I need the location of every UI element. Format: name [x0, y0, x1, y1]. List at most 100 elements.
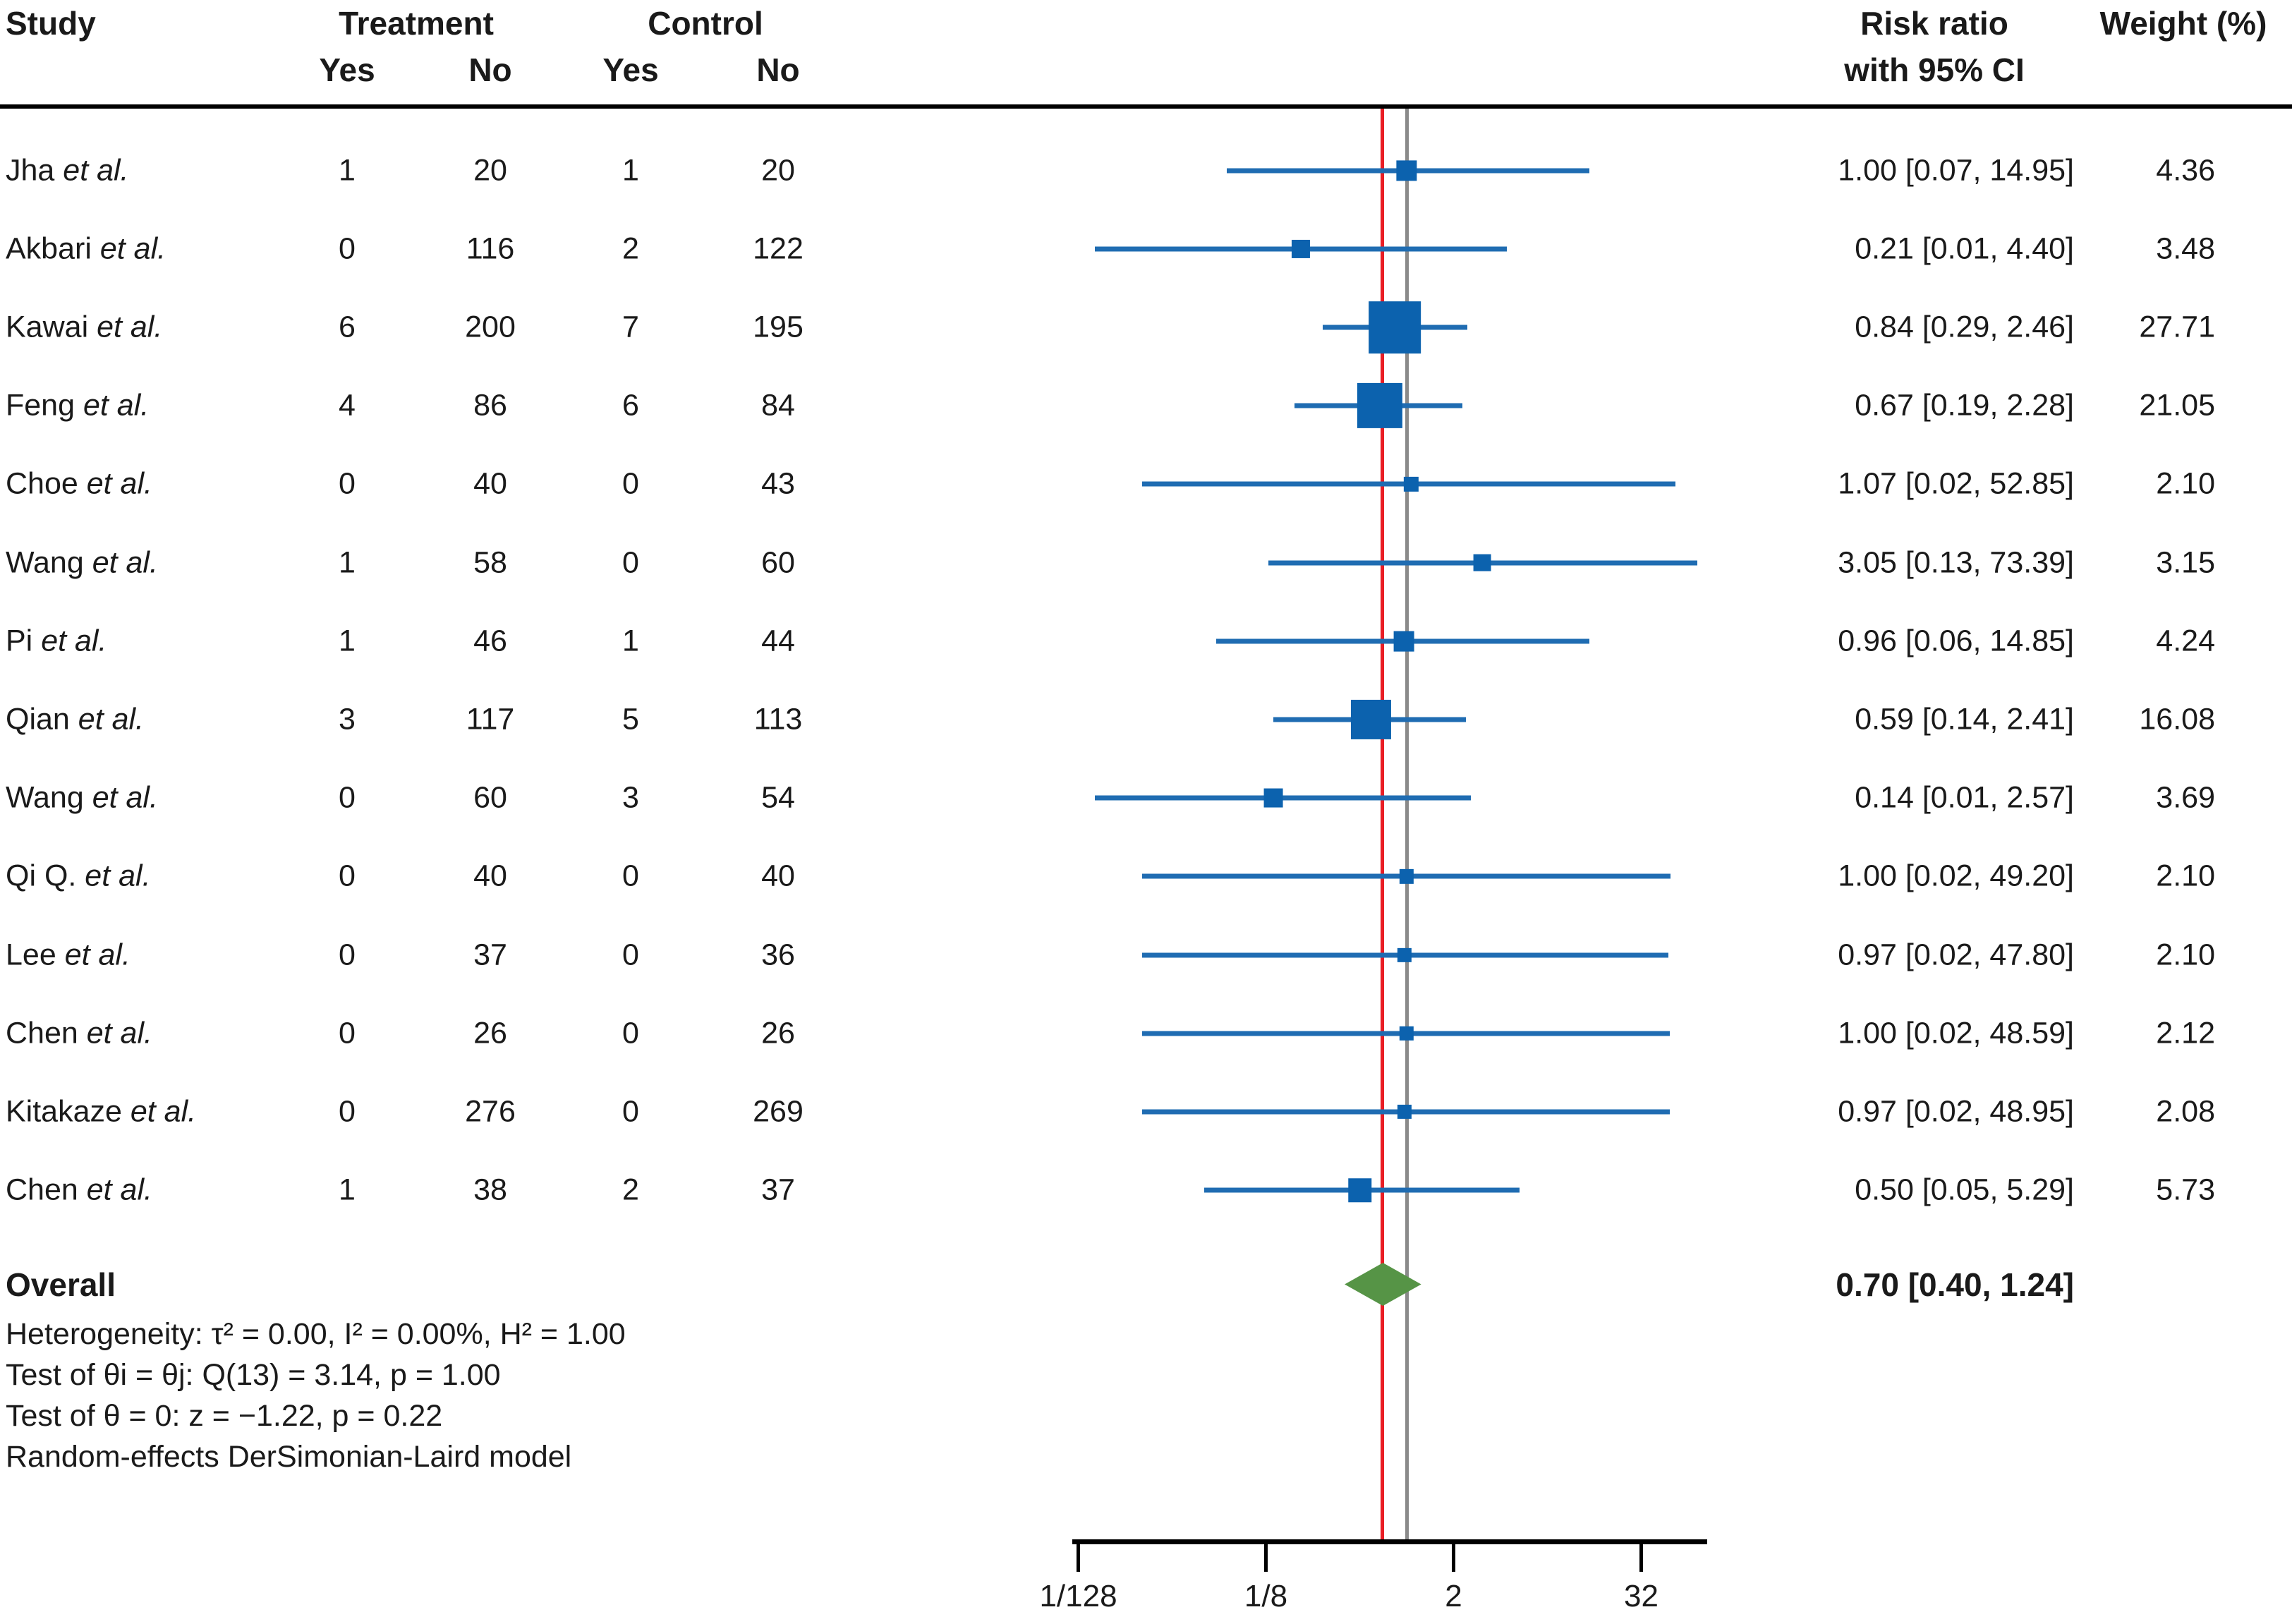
header-risk-ratio-line1: Risk ratio — [1860, 5, 2008, 42]
study-name-suffix: et al. — [63, 153, 129, 188]
overall-estimate-line — [1381, 109, 1385, 1539]
point-estimate-square — [1399, 869, 1414, 884]
overall-risk-ratio: 0.70 [0.40, 1.24] — [1836, 1266, 2074, 1303]
control-yes-value: 0 — [622, 1094, 639, 1129]
header-treatment-yes: Yes — [319, 51, 375, 88]
point-estimate-square — [1347, 1178, 1372, 1202]
control-yes-value: 3 — [622, 780, 639, 815]
header-treatment: Treatment — [339, 5, 494, 42]
study-name: Akbari et al. — [6, 231, 166, 266]
treatment-yes-value: 0 — [339, 938, 356, 972]
x-axis-tick — [1639, 1542, 1643, 1572]
risk-ratio-value: 1.07 [0.02, 52.85] — [1838, 466, 2074, 501]
x-axis-tick-label: 2 — [1445, 1579, 1462, 1613]
treatment-no-value: 38 — [473, 1172, 507, 1207]
treatment-no-value: 86 — [473, 388, 507, 423]
study-row: Jha et al. 1 20 1 20 1.00 [0.07, 14.95] 4.36 — [0, 131, 2292, 210]
study-name-suffix: et al. — [92, 780, 158, 815]
study-row: Akbari et al. 0 116 2 122 0.21 [0.01, 4.40] 3.… — [0, 210, 2292, 288]
treatment-yes-value: 0 — [339, 231, 356, 266]
risk-ratio-value: 0.84 [0.29, 2.46] — [1855, 310, 2074, 344]
point-estimate-square — [1351, 699, 1391, 740]
header-rule — [0, 104, 2292, 109]
study-row: Qian et al. 3 117 5 113 0.59 [0.14, 2.41] 16.0… — [0, 680, 2292, 758]
risk-ratio-value: 0.59 [0.14, 2.41] — [1855, 702, 2074, 737]
treatment-no-value: 58 — [473, 545, 507, 580]
control-no-value: 20 — [761, 153, 795, 188]
point-estimate-square — [1473, 554, 1491, 572]
treatment-yes-value: 3 — [339, 702, 356, 737]
header-weight: Weight (%) — [2099, 5, 2267, 42]
control-no-value: 40 — [761, 859, 795, 893]
weight-value: 2.10 — [2156, 859, 2215, 893]
weight-value: 5.73 — [2156, 1172, 2215, 1207]
control-no-value: 26 — [761, 1016, 795, 1050]
study-name-suffix: et al. — [85, 859, 151, 893]
control-yes-value: 6 — [622, 388, 639, 423]
control-no-value: 84 — [761, 388, 795, 423]
control-yes-value: 0 — [622, 938, 639, 972]
control-yes-value: 1 — [622, 624, 639, 658]
risk-ratio-value: 1.00 [0.02, 49.20] — [1838, 859, 2074, 893]
risk-ratio-value: 1.00 [0.07, 14.95] — [1838, 153, 2074, 188]
treatment-yes-value: 1 — [339, 1172, 356, 1207]
control-no-value: 44 — [761, 624, 795, 658]
study-row: Kitakaze et al. 0 276 0 269 0.97 [0.02, 48.95… — [0, 1072, 2292, 1151]
point-estimate-square — [1393, 631, 1414, 652]
study-row: Wang et al. 1 58 0 60 3.05 [0.13, 73.39] 3.15 — [0, 523, 2292, 602]
point-estimate-square — [1369, 301, 1421, 353]
treatment-yes-value: 0 — [339, 859, 356, 893]
x-axis-tick — [1452, 1542, 1455, 1572]
control-yes-value: 1 — [622, 153, 639, 188]
weight-value: 27.71 — [2139, 310, 2215, 344]
treatment-yes-value: 1 — [339, 545, 356, 580]
treatment-yes-value: 6 — [339, 310, 356, 344]
point-estimate-square — [1397, 947, 1412, 962]
weight-value: 2.12 — [2156, 1016, 2215, 1050]
treatment-yes-value: 1 — [339, 153, 356, 188]
treatment-no-value: 46 — [473, 624, 507, 658]
study-name: Kawai et al. — [6, 310, 163, 344]
study-name: Jha et al. — [6, 153, 129, 188]
control-no-value: 122 — [753, 231, 804, 266]
study-name-suffix: et al. — [86, 1016, 152, 1050]
reference-line — [1405, 109, 1409, 1539]
study-row: Chen et al. 1 38 2 37 0.50 [0.05, 5.29] 5.73 — [0, 1151, 2292, 1230]
footnote-test-theta-zero: Test of θ = 0: z = −1.22, p = 0.22 — [6, 1399, 443, 1433]
risk-ratio-value: 0.21 [0.01, 4.40] — [1855, 231, 2074, 266]
overall-diamond — [1345, 1263, 1421, 1306]
study-name-suffix: et al. — [78, 702, 145, 737]
header-control-no: No — [756, 51, 800, 88]
treatment-no-value: 20 — [473, 153, 507, 188]
point-estimate-square — [1397, 1104, 1412, 1120]
study-name-suffix: et al. — [130, 1094, 197, 1129]
control-yes-value: 7 — [622, 310, 639, 344]
risk-ratio-value: 0.96 [0.06, 14.85] — [1838, 624, 2074, 658]
treatment-yes-value: 0 — [339, 1016, 356, 1050]
study-name-suffix: et al. — [86, 466, 152, 501]
control-no-value: 54 — [761, 780, 795, 815]
treatment-yes-value: 0 — [339, 466, 356, 501]
treatment-yes-value: 1 — [339, 624, 356, 658]
point-estimate-square — [1404, 477, 1419, 492]
header-control: Control — [648, 5, 763, 42]
weight-value: 4.24 — [2156, 624, 2215, 658]
treatment-yes-value: 0 — [339, 1094, 356, 1129]
control-yes-value: 0 — [622, 1016, 639, 1050]
treatment-no-value: 40 — [473, 859, 507, 893]
study-name-suffix: et al. — [99, 231, 166, 266]
control-no-value: 113 — [753, 702, 803, 737]
study-name: Lee et al. — [6, 938, 131, 972]
risk-ratio-value: 0.14 [0.01, 2.57] — [1855, 780, 2074, 815]
study-name: Wang et al. — [6, 780, 158, 815]
risk-ratio-value: 0.97 [0.02, 48.95] — [1838, 1094, 2074, 1129]
study-row: Wang et al. 0 60 3 54 0.14 [0.01, 2.57] 3.69 — [0, 759, 2292, 837]
study-name-suffix: et al. — [92, 545, 158, 580]
x-axis-tick-label: 1/8 — [1244, 1579, 1288, 1613]
treatment-yes-value: 0 — [339, 780, 356, 815]
treatment-no-value: 37 — [473, 938, 507, 972]
x-axis-tick — [1264, 1542, 1268, 1572]
treatment-no-value: 60 — [473, 780, 507, 815]
weight-value: 3.15 — [2156, 545, 2215, 580]
risk-ratio-value: 0.67 [0.19, 2.28] — [1855, 388, 2074, 423]
